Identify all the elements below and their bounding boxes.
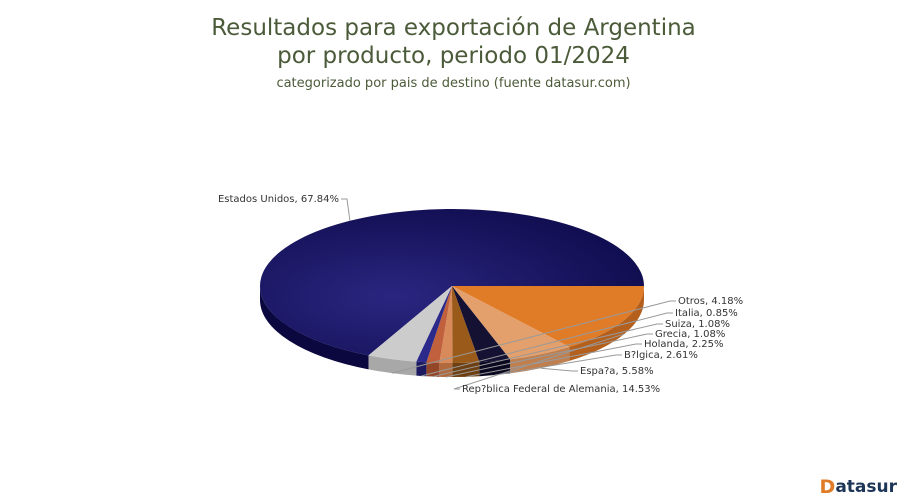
leader-line-otros <box>391 300 676 374</box>
leader-line-b-lgica <box>494 354 622 376</box>
leader-line-grecia <box>445 333 653 378</box>
slice-b-lgica[interactable] <box>452 286 511 363</box>
slice-otros[interactable] <box>368 286 452 362</box>
leader-line-italia <box>421 312 673 377</box>
leader-line-espa-a <box>541 367 578 372</box>
slice-side-suiza <box>426 362 440 377</box>
leader-line-estados-unidos <box>341 198 351 221</box>
data-label-estados-unidos: Estados Unidos, 67.84% <box>218 194 339 205</box>
data-label-holanda: Holanda, 2.25% <box>644 339 723 350</box>
slice-grecia[interactable] <box>439 286 453 364</box>
data-label-espa-a: Espa?a, 5.58% <box>580 366 654 377</box>
slice-side-estados-unidos <box>260 286 369 370</box>
chart-subtitle: categorizado por pais de destino (fuente… <box>276 76 631 91</box>
slice-estados-unidos[interactable] <box>260 208 644 356</box>
data-label-rep-blica-federal-de-alemania: Rep?blica Federal de Alemania, 14.53% <box>462 384 660 395</box>
leader-line-suiza <box>432 323 663 378</box>
data-label-italia: Italia, 0.85% <box>675 308 738 319</box>
data-label-grecia: Grecia, 1.08% <box>655 329 725 340</box>
data-label-b-lgica: B?lgica, 2.61% <box>624 350 698 361</box>
slice-side-italia <box>416 361 427 377</box>
data-label-suiza: Suiza, 1.08% <box>665 319 730 330</box>
data-label-otros: Otros, 4.18% <box>678 296 743 307</box>
slice-italia[interactable] <box>416 286 452 363</box>
datasur-logo: D atasur <box>820 476 897 498</box>
leader-line-rep-blica-federal-de-alemania <box>453 333 625 390</box>
slice-espa-a[interactable] <box>452 286 570 360</box>
slice-side-otros <box>368 355 417 376</box>
chart-title-line-1: Resultados para exportación de Argentina <box>211 15 696 41</box>
leader-line-holanda <box>465 343 642 378</box>
slice-side-rep-blica-federal-de-alemania <box>569 286 644 361</box>
slice-holanda[interactable] <box>452 286 480 363</box>
brand-name: atasur <box>835 477 897 497</box>
brand-mark: D <box>819 476 836 498</box>
slice-suiza[interactable] <box>426 286 452 363</box>
chart-title-line-2: por producto, periodo 01/2024 <box>277 43 630 69</box>
